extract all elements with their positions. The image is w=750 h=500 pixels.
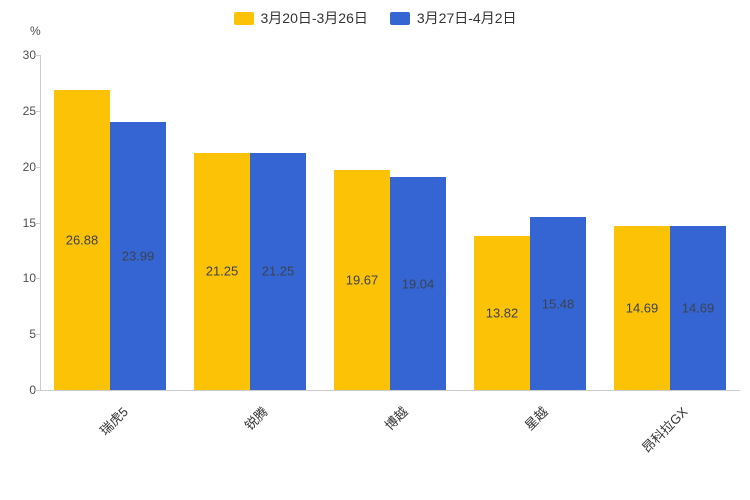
bar-value-label: 21.25: [205, 263, 239, 279]
legend-item-series1[interactable]: 3月20日-3月26日: [233, 8, 368, 28]
bar-value-label: 21.25: [261, 263, 295, 279]
bar-series2-星越: 15.48: [530, 217, 586, 390]
y-axis-tick-mark: [35, 110, 40, 112]
y-axis-tick-mark: [35, 390, 40, 391]
legend: 3月20日-3月26日 3月27日-4月2日: [0, 8, 750, 28]
bar-series2-昂科拉GX: 14.69: [670, 225, 726, 390]
bar-value-label: 14.69: [681, 300, 715, 316]
y-axis-tick-mark: [35, 166, 40, 168]
y-axis-tick-label: 5: [29, 327, 36, 342]
y-axis-unit-label: %: [30, 24, 41, 38]
x-axis-category-label: 瑞虎5: [96, 404, 131, 439]
x-axis-category-label: 星越: [521, 404, 551, 434]
bar-series2-博越: 19.04: [390, 177, 446, 390]
y-axis-tick-label: 10: [22, 271, 36, 286]
y-axis-tick-mark: [35, 334, 40, 336]
bar-value-label: 26.88: [65, 232, 99, 248]
bar-series1-瑞虎5: 26.88: [54, 89, 110, 390]
bar-series2-瑞虎5: 23.99: [110, 122, 166, 390]
y-axis-tick-label: 25: [22, 103, 36, 118]
y-axis-tick-label: 0: [29, 383, 36, 397]
x-axis-category-label: 昂科拉GX: [639, 404, 691, 456]
bar-value-label: 19.67: [345, 272, 379, 288]
legend-item-series2[interactable]: 3月27日-4月2日: [389, 8, 517, 28]
legend-label-series1: 3月20日-3月26日: [260, 10, 368, 26]
y-axis-tick-mark: [35, 222, 40, 224]
y-axis-tick-mark: [35, 55, 40, 56]
x-axis-category-label: 锐腾: [241, 404, 271, 434]
bar-value-label: 19.04: [401, 276, 435, 292]
legend-swatch-series2: [389, 11, 410, 25]
legend-swatch-series1: [233, 11, 254, 25]
bar-series2-锐腾: 21.25: [250, 152, 306, 390]
x-axis-category-label: 博越: [381, 404, 411, 434]
bar-series1-昂科拉GX: 14.69: [614, 225, 670, 390]
bar-value-label: 15.48: [541, 296, 575, 312]
bar-value-label: 14.69: [625, 300, 659, 316]
bar-series1-星越: 13.82: [474, 235, 530, 390]
bar-series1-博越: 19.67: [334, 170, 390, 390]
bar-value-label: 23.99: [121, 248, 155, 264]
y-axis-tick-label: 20: [22, 159, 36, 174]
x-axis-line: [40, 390, 740, 391]
bar-series1-锐腾: 21.25: [194, 152, 250, 390]
y-axis-tick-label: 15: [22, 215, 36, 230]
legend-label-series2: 3月27日-4月2日: [416, 10, 517, 26]
y-axis-tick-mark: [35, 278, 40, 280]
bar-value-label: 13.82: [485, 305, 519, 321]
y-axis-line: [40, 55, 41, 390]
y-axis-tick-label: 30: [22, 48, 36, 62]
